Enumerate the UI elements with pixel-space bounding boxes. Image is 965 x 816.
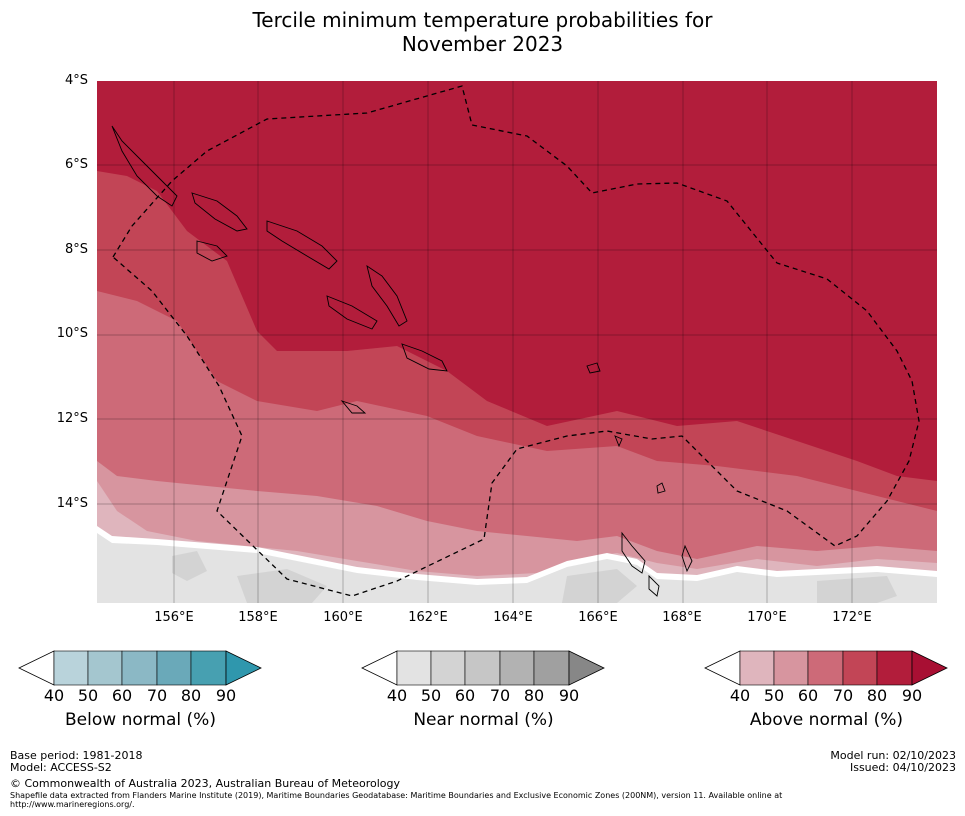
model-run: Model run: 02/10/2023 [830, 749, 956, 762]
tick: 60 [111, 686, 133, 705]
tick: 80 [523, 686, 545, 705]
island-new-georgia [196, 240, 228, 262]
colorbar-near-ticks: 40 50 60 70 80 90 [361, 686, 606, 706]
tick: 90 [558, 686, 580, 705]
legend-near-label: Near normal (%) [413, 710, 554, 730]
tick: 80 [866, 686, 888, 705]
legend-below-label: Below normal (%) [65, 710, 216, 730]
probability-map [97, 81, 937, 603]
island-choiseul [191, 192, 248, 232]
band-near-50-c [562, 569, 637, 603]
tick: 70 [489, 686, 511, 705]
shapefile-credit-line-2: http://www.marineregions.org/. [10, 800, 135, 809]
colorbar-above [704, 650, 948, 686]
lon-label-172e: 172°E [832, 610, 872, 625]
lon-label-166e: 166°E [578, 610, 618, 625]
eez-boundary-solomon [112, 85, 920, 597]
tick: 50 [763, 686, 785, 705]
lat-label-10s: 10°S [56, 326, 88, 341]
band-near-50-d [817, 576, 897, 603]
island-malaita [366, 264, 408, 327]
island-makira [401, 343, 448, 372]
footer-left: Base period: 1981-2018 Model: ACCESS-S2 [10, 750, 142, 774]
band-near-50-b [237, 569, 327, 603]
tick: 70 [832, 686, 854, 705]
colorbar-near [361, 650, 605, 686]
island-guadalcanal [326, 295, 378, 330]
tick: 50 [77, 686, 99, 705]
island-rennell [340, 400, 367, 414]
island-small-2 [586, 362, 601, 374]
shapefile-credit-line-1: Shapefile data extracted from Flanders M… [10, 791, 783, 800]
tick: 60 [797, 686, 819, 705]
footer-right: Model run: 02/10/2023 Issued: 04/10/2023 [830, 750, 956, 774]
lat-label-4s: 4°S [64, 73, 88, 88]
model-name: Model: ACCESS-S2 [10, 761, 112, 774]
tick: 40 [43, 686, 65, 705]
legend-near-normal: 40 50 60 70 80 90 Near normal (%) [361, 650, 606, 730]
band-near-50-a [172, 551, 207, 581]
base-period: Base period: 1981-2018 [10, 749, 143, 762]
island-maewo [681, 544, 693, 573]
lat-label-6s: 6°S [64, 157, 88, 172]
coastlines [111, 125, 693, 597]
lon-label-170e: 170°E [747, 610, 787, 625]
tick: 90 [215, 686, 237, 705]
legend-above-normal: 40 50 60 70 80 90 Above normal (%) [704, 650, 949, 730]
tick: 40 [729, 686, 751, 705]
tick: 40 [386, 686, 408, 705]
title-line-1: Tercile minimum temperature probabilitie… [252, 8, 713, 32]
lon-label-158e: 158°E [238, 610, 278, 625]
lon-label-160e: 160°E [323, 610, 363, 625]
map-title: Tercile minimum temperature probabilitie… [0, 8, 965, 56]
lat-label-12s: 12°S [56, 411, 88, 426]
map-svg [97, 81, 937, 603]
graticule [97, 81, 937, 603]
lon-label-164e: 164°E [493, 610, 533, 625]
issued-date: Issued: 04/10/2023 [849, 761, 956, 774]
tick: 50 [420, 686, 442, 705]
lon-label-168e: 168°E [662, 610, 702, 625]
shapefile-credit: Shapefile data extracted from Flanders M… [10, 791, 950, 809]
island-small-1 [656, 482, 666, 494]
lat-label-14s: 14°S [56, 496, 88, 511]
colorbar-below-ticks: 40 50 60 70 80 90 [18, 686, 263, 706]
title-line-2: November 2023 [401, 32, 564, 56]
lon-label-162e: 162°E [408, 610, 448, 625]
legend-below-normal: 40 50 60 70 80 90 Below normal (%) [18, 650, 263, 730]
colorbar-above-ticks: 40 50 60 70 80 90 [704, 686, 949, 706]
tick: 60 [454, 686, 476, 705]
copyright: © Commonwealth of Australia 2023, Austra… [10, 777, 400, 790]
tick: 90 [901, 686, 923, 705]
island-santa-isabel [266, 220, 338, 270]
island-espiritu [621, 531, 646, 574]
island-vanikoro [614, 435, 623, 448]
colorbar-below [18, 650, 262, 686]
lon-label-156e: 156°E [154, 610, 194, 625]
tick: 80 [180, 686, 202, 705]
legend-above-label: Above normal (%) [749, 710, 904, 730]
island-malakula [648, 574, 660, 597]
lat-label-8s: 8°S [64, 242, 88, 257]
tick: 70 [146, 686, 168, 705]
island-bougainville [111, 125, 178, 207]
